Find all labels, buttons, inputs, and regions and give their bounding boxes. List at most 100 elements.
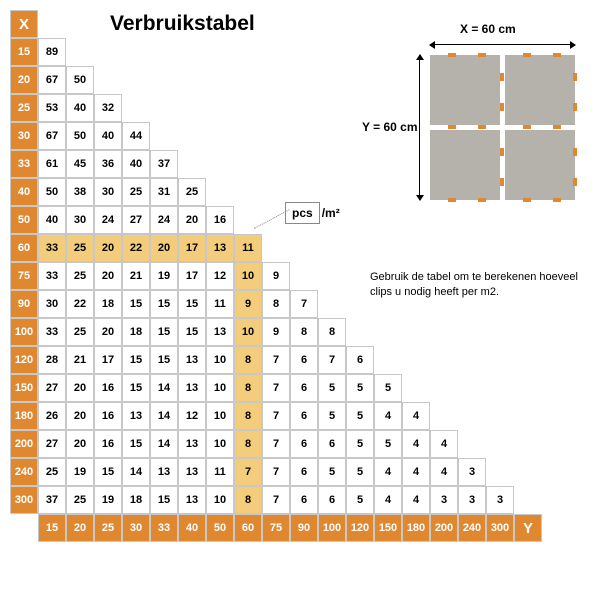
col-header: 180 xyxy=(402,514,430,542)
data-cell: 8 xyxy=(234,402,262,430)
data-cell: 36 xyxy=(94,150,122,178)
data-cell: 14 xyxy=(122,458,150,486)
data-cell: 5 xyxy=(346,486,374,514)
data-cell: 37 xyxy=(38,486,66,514)
data-cell: 9 xyxy=(234,290,262,318)
data-cell: 3 xyxy=(458,458,486,486)
data-cell: 20 xyxy=(94,318,122,346)
clip-icon xyxy=(448,53,456,57)
data-cell: 24 xyxy=(150,206,178,234)
data-cell: 15 xyxy=(122,346,150,374)
data-cell: 18 xyxy=(122,486,150,514)
data-cell: 4 xyxy=(374,458,402,486)
data-cell: 6 xyxy=(290,346,318,374)
data-cell: 10 xyxy=(234,262,262,290)
row-header: 240 xyxy=(10,458,38,486)
row-header: 25 xyxy=(10,94,38,122)
data-cell: 5 xyxy=(318,402,346,430)
data-cell: 25 xyxy=(66,486,94,514)
row-header: 30 xyxy=(10,122,38,150)
row-header: 75 xyxy=(10,262,38,290)
row-header: 150 xyxy=(10,374,38,402)
data-cell: 18 xyxy=(94,290,122,318)
data-cell: 32 xyxy=(94,94,122,122)
data-cell: 16 xyxy=(94,430,122,458)
data-cell: 6 xyxy=(318,486,346,514)
data-cell: 4 xyxy=(402,402,430,430)
col-header: 40 xyxy=(178,514,206,542)
data-cell: 40 xyxy=(122,150,150,178)
col-header: 60 xyxy=(234,514,262,542)
data-cell: 7 xyxy=(262,402,290,430)
data-cell: 5 xyxy=(346,458,374,486)
row-header: 15 xyxy=(10,38,38,66)
data-cell: 6 xyxy=(318,430,346,458)
data-cell: 10 xyxy=(206,430,234,458)
x-axis-label: X xyxy=(10,10,38,38)
row-header: 20 xyxy=(10,66,38,94)
data-cell: 15 xyxy=(150,318,178,346)
data-cell: 4 xyxy=(374,402,402,430)
data-cell: 8 xyxy=(234,346,262,374)
data-cell: 7 xyxy=(318,346,346,374)
data-cell: 11 xyxy=(206,290,234,318)
data-cell: 4 xyxy=(430,458,458,486)
col-header: 33 xyxy=(150,514,178,542)
data-cell: 37 xyxy=(150,150,178,178)
data-cell: 13 xyxy=(122,402,150,430)
data-cell: 5 xyxy=(346,402,374,430)
data-cell: 40 xyxy=(94,122,122,150)
data-cell: 20 xyxy=(66,374,94,402)
data-cell: 16 xyxy=(94,402,122,430)
col-header: 20 xyxy=(66,514,94,542)
data-cell: 15 xyxy=(94,458,122,486)
col-header: 30 xyxy=(122,514,150,542)
data-cell: 17 xyxy=(178,234,206,262)
data-cell: 7 xyxy=(262,486,290,514)
data-cell: 20 xyxy=(66,430,94,458)
data-cell: 12 xyxy=(178,402,206,430)
data-cell: 15 xyxy=(178,318,206,346)
data-cell: 27 xyxy=(38,374,66,402)
data-cell: 8 xyxy=(234,430,262,458)
data-cell: 27 xyxy=(38,430,66,458)
data-cell: 15 xyxy=(178,290,206,318)
data-cell: 33 xyxy=(38,318,66,346)
data-cell: 13 xyxy=(178,430,206,458)
data-cell: 13 xyxy=(206,318,234,346)
data-cell: 6 xyxy=(290,486,318,514)
col-header: 90 xyxy=(290,514,318,542)
data-cell: 67 xyxy=(38,66,66,94)
data-cell: 3 xyxy=(458,486,486,514)
row-header: 300 xyxy=(10,486,38,514)
data-cell: 8 xyxy=(318,318,346,346)
row-header: 200 xyxy=(10,430,38,458)
data-cell: 20 xyxy=(178,206,206,234)
data-cell: 19 xyxy=(94,486,122,514)
data-cell: 8 xyxy=(234,486,262,514)
data-cell: 6 xyxy=(290,402,318,430)
data-cell: 50 xyxy=(66,66,94,94)
data-cell: 25 xyxy=(66,262,94,290)
data-cell: 25 xyxy=(178,178,206,206)
data-cell: 11 xyxy=(206,458,234,486)
data-cell: 13 xyxy=(150,458,178,486)
data-cell: 22 xyxy=(66,290,94,318)
data-cell: 6 xyxy=(290,374,318,402)
data-cell: 5 xyxy=(374,374,402,402)
data-cell: 8 xyxy=(262,290,290,318)
row-header: 100 xyxy=(10,318,38,346)
data-cell: 45 xyxy=(66,150,94,178)
data-cell: 7 xyxy=(262,430,290,458)
col-header: 240 xyxy=(458,514,486,542)
data-cell: 8 xyxy=(290,318,318,346)
data-cell: 7 xyxy=(234,458,262,486)
arrow-x xyxy=(430,40,575,50)
data-cell: 10 xyxy=(206,346,234,374)
col-header: 100 xyxy=(318,514,346,542)
data-cell: 67 xyxy=(38,122,66,150)
row-header: 60 xyxy=(10,234,38,262)
data-cell: 50 xyxy=(66,122,94,150)
data-cell: 44 xyxy=(122,122,150,150)
data-cell: 5 xyxy=(346,430,374,458)
